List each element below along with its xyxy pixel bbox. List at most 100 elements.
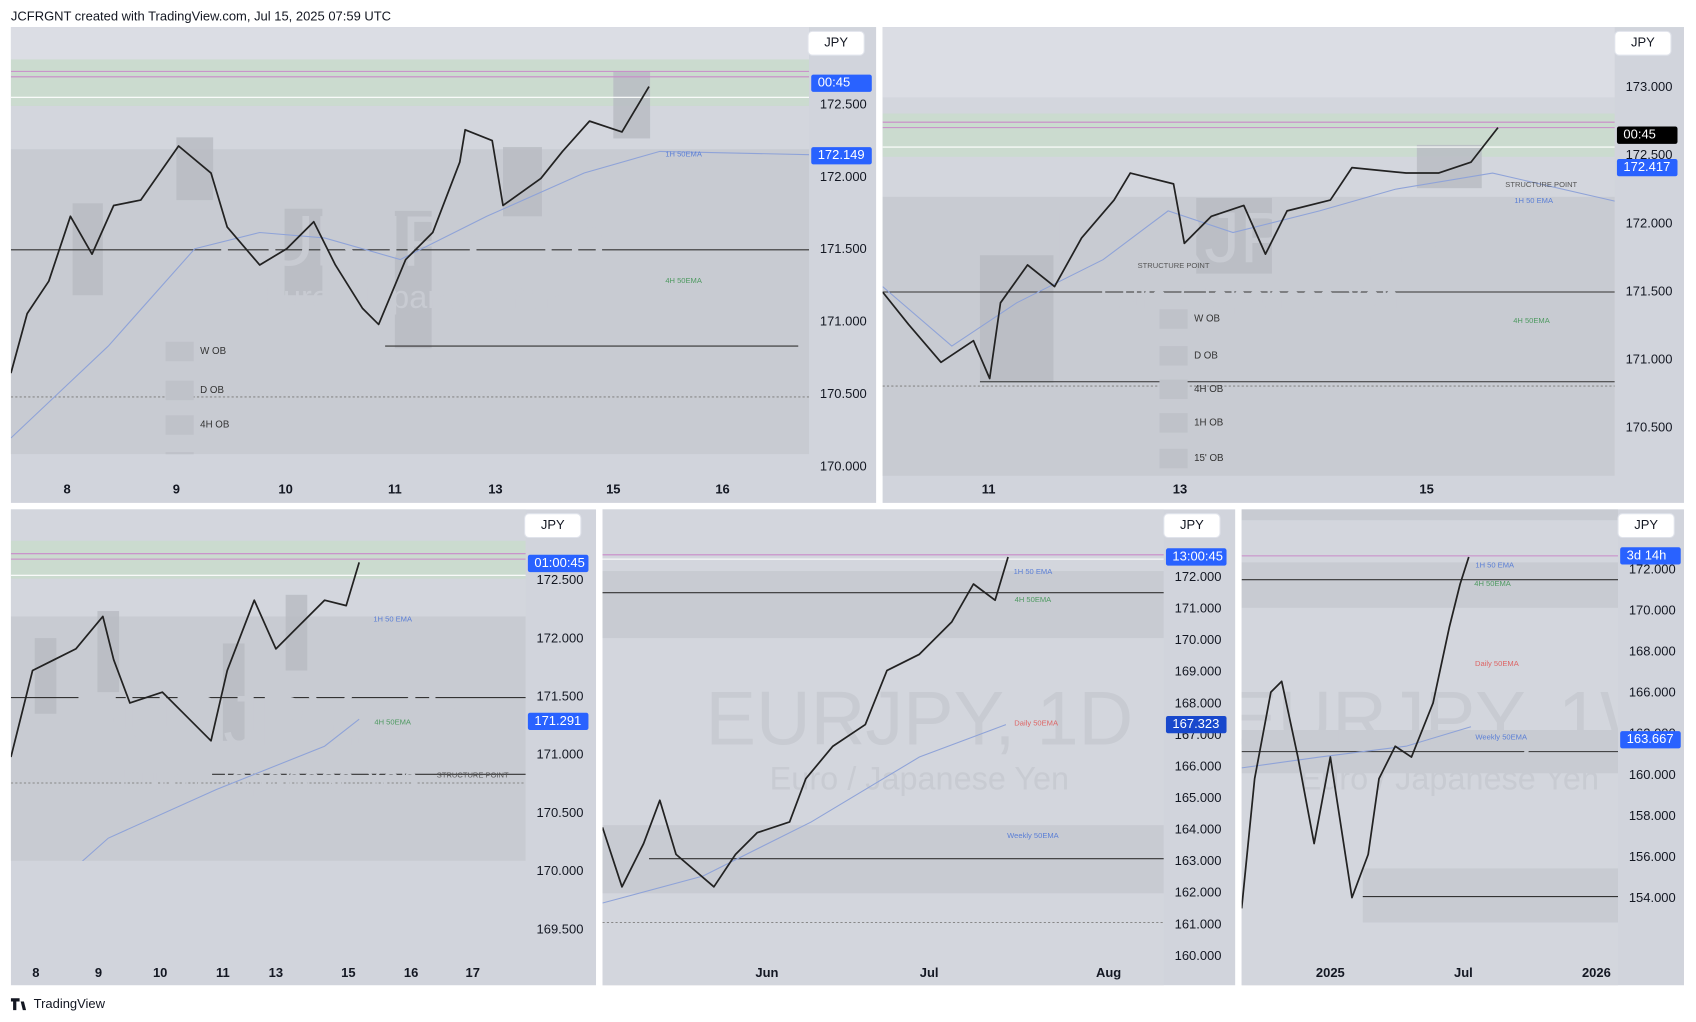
price-badge: [1616, 126, 1678, 144]
order-block: [394, 210, 432, 349]
annotation: 4H 50EMA: [1474, 579, 1512, 588]
price-label: 161.000: [1175, 916, 1222, 931]
time-label: 2026: [1582, 965, 1611, 980]
time-label: Jul: [1454, 965, 1473, 980]
annotation: 4H 50EMA: [1015, 595, 1053, 604]
price-label: 171.000: [1175, 601, 1222, 616]
time-label: Jul: [920, 965, 939, 980]
price-badge-text: 00:45: [1623, 127, 1655, 142]
price-label: 168.000: [1175, 695, 1222, 710]
price-label: 171.500: [1626, 283, 1673, 298]
order-block: [882, 27, 1615, 98]
annotation: 1H 50 EMA: [1514, 196, 1554, 205]
time-label: 9: [95, 965, 102, 980]
annotation: STRUCTURE POINT: [1138, 261, 1210, 270]
legend-swatch: [1159, 346, 1188, 366]
annotation: 1H 50 EMA: [373, 615, 413, 624]
currency-box: [524, 513, 582, 539]
legend-label: W OB: [1194, 314, 1220, 325]
currency: JPY: [1180, 517, 1204, 532]
price-label: 169.000: [1175, 664, 1222, 679]
currency-box: [1614, 30, 1672, 56]
time-label: 13: [488, 481, 502, 496]
price-label: 172.000: [820, 169, 867, 184]
time-label: 8: [32, 965, 39, 980]
annotation: 4H 50EMA: [374, 717, 412, 726]
price-badge-text: 163.667: [1627, 731, 1674, 746]
currency: JPY: [541, 517, 565, 532]
time-label: 13: [1173, 481, 1187, 496]
price-badge-text: 167.323: [1172, 716, 1219, 731]
price-label: 171.000: [1626, 352, 1673, 367]
price-path: [10, 562, 360, 758]
price-label: 156.000: [1629, 849, 1676, 864]
watermark: EURJPY, 15: [1054, 198, 1445, 278]
order-block: [34, 638, 57, 714]
price-badge: [811, 74, 872, 92]
price-label: 169.500: [537, 921, 584, 936]
annotation: STRUCTURE POINT: [437, 770, 509, 779]
legend-swatch: [1159, 379, 1188, 400]
annotation: 4H 50EMA: [665, 276, 703, 285]
order-block: [882, 113, 1615, 157]
annotation: 1H 50EMA: [665, 150, 703, 159]
annotation: 1H 50 EMA: [1475, 561, 1515, 570]
price-label: 170.500: [820, 386, 867, 401]
legend-label: D OB: [200, 385, 224, 396]
legend-label: W OB: [200, 346, 226, 357]
price-badge-text: 01:00:45: [534, 555, 584, 570]
legend-swatch: [165, 341, 194, 362]
watermark: EURJPY, 1h: [215, 201, 606, 281]
price-label: 166.000: [1175, 758, 1222, 773]
price-badge-text: 13:00:45: [1172, 548, 1222, 563]
currency: JPY: [1634, 517, 1658, 532]
price-badge-text: 00:45: [818, 75, 850, 90]
tv-logo: [10, 998, 27, 1011]
legend-swatch: [165, 415, 194, 435]
price-badge-text: 171.291: [534, 713, 581, 728]
legend-swatch: [165, 380, 194, 401]
price-label: 170.000: [820, 459, 867, 474]
footer: TradingView: [34, 996, 106, 1011]
time-label: 8: [64, 481, 71, 496]
order-block: [284, 208, 323, 296]
time-label: 9: [173, 481, 180, 496]
legend-label: 15' OB: [1194, 453, 1223, 464]
annotation: STRUCTURE POINT: [1505, 180, 1577, 189]
currency: JPY: [824, 35, 848, 50]
price-path: [10, 86, 650, 374]
price-path: [602, 556, 1009, 888]
time-label: 10: [278, 481, 292, 496]
order-block: [1241, 509, 1619, 521]
price-label: 171.500: [537, 689, 584, 704]
price-label: 171.500: [820, 241, 867, 256]
ema-line: [882, 172, 1615, 347]
watermark-subtitle: Euro / Japanese Yen: [261, 279, 560, 315]
price-label: 158.000: [1629, 808, 1676, 823]
price-label: 172.500: [537, 572, 584, 587]
price-label: 165.000: [1175, 790, 1222, 805]
price-badge: [527, 712, 589, 730]
time-label: Aug: [1096, 965, 1121, 980]
legend-swatch: [1159, 448, 1188, 469]
legend-label: 4H OB: [1194, 384, 1223, 395]
watermark-subtitle: Euro / Japanese Yen: [119, 760, 418, 796]
legend-swatch: [165, 452, 194, 455]
legend-label: D OB: [1194, 350, 1218, 361]
price-badge-text: 3d 14h: [1627, 547, 1667, 562]
order-block: [1416, 144, 1482, 189]
time-label: 10: [153, 965, 167, 980]
time-label: Jun: [755, 965, 778, 980]
price-label: 170.000: [1629, 602, 1676, 617]
time-label: 16: [404, 965, 418, 980]
time-label: 11: [982, 481, 996, 496]
legend-swatch: [1159, 309, 1188, 329]
order-block: [10, 59, 810, 106]
time-label: 11: [388, 481, 402, 496]
